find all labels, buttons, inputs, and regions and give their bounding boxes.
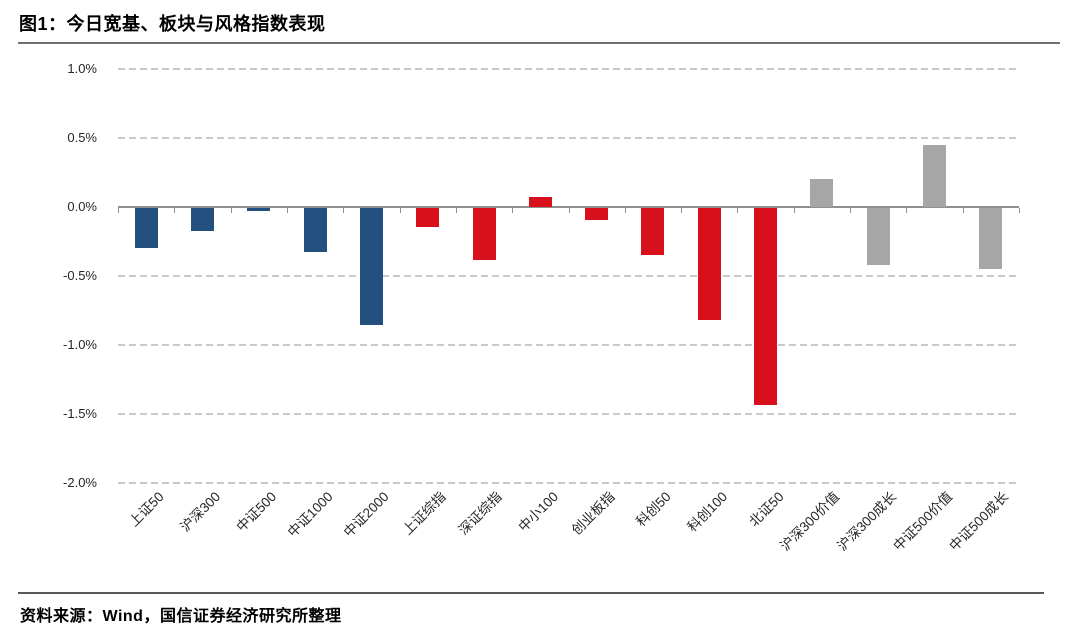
- bar: [866, 208, 890, 265]
- x-axis-tick: [737, 208, 739, 213]
- bar: [472, 208, 496, 261]
- x-axis-label: 中证500成长: [946, 489, 1012, 554]
- gridline: [118, 137, 1019, 139]
- x-axis-tick: [568, 208, 570, 213]
- y-axis-tick-label: -0.5%: [63, 268, 97, 283]
- x-axis-label: 中证2000: [341, 489, 393, 540]
- x-axis-tick: [455, 208, 457, 213]
- x-axis-tick: [906, 208, 908, 213]
- zero-axis-line: [118, 206, 1019, 208]
- bar: [416, 208, 440, 228]
- x-axis-label: 科创50: [633, 489, 674, 530]
- x-axis-label: 上证50: [126, 489, 167, 530]
- x-axis-label: 中小100: [515, 489, 561, 535]
- title-divider: [18, 42, 1060, 44]
- bar: [810, 179, 834, 207]
- y-axis-tick-label: 0.5%: [67, 130, 97, 145]
- y-axis-tick-label: -1.5%: [63, 406, 97, 421]
- x-axis-label: 上证综指: [399, 489, 449, 538]
- x-axis-tick: [343, 208, 345, 213]
- bar: [754, 208, 778, 406]
- gridline: [118, 344, 1019, 346]
- x-axis-tick: [399, 208, 401, 213]
- gridline: [118, 482, 1019, 484]
- x-axis-tick: [624, 208, 626, 213]
- x-axis-label: 科创100: [684, 489, 730, 535]
- bar: [923, 144, 947, 207]
- x-axis-label: 沪深300成长: [834, 489, 899, 554]
- bar: [303, 208, 327, 253]
- x-axis-label: 沪深300: [177, 489, 224, 535]
- x-axis-tick: [118, 208, 119, 213]
- figure-title: 图1：今日宽基、板块与风格指数表现: [19, 14, 326, 34]
- x-axis-tick: [1019, 208, 1020, 213]
- footer-divider: [18, 592, 1044, 594]
- x-axis-tick: [681, 208, 683, 213]
- x-axis-label: 深证综指: [455, 489, 505, 538]
- gridline: [118, 275, 1019, 277]
- bar: [979, 208, 1003, 269]
- bar: [585, 208, 609, 221]
- x-axis-label: 北证50: [745, 489, 787, 530]
- x-axis-label: 中证500价值: [890, 489, 956, 554]
- x-axis-tick: [962, 208, 964, 213]
- x-axis-tick: [512, 208, 514, 213]
- bar: [359, 208, 383, 326]
- gridline: [118, 68, 1019, 70]
- x-axis-tick: [230, 208, 232, 213]
- x-axis-label: 创业板指: [568, 489, 618, 538]
- bar: [528, 197, 552, 207]
- x-axis-tick: [793, 208, 795, 213]
- gridline: [118, 413, 1019, 415]
- x-axis-tick: [174, 208, 176, 213]
- x-axis-label: 沪深300价值: [777, 489, 843, 554]
- x-axis-label: 中证1000: [284, 489, 336, 540]
- x-axis-label: 中证500: [233, 489, 280, 535]
- source-note: 资料来源：Wind，国信证券经济研究所整理: [20, 608, 342, 625]
- bar: [641, 208, 665, 255]
- index-performance-bar-chart: 1.0% 0.5% 0.0% -0.5% -1.0% -1.5% -2.0% 上证50 沪深30…: [63, 61, 1020, 554]
- y-axis-tick-label: 0.0%: [67, 199, 97, 214]
- bar: [697, 208, 721, 320]
- bar: [190, 208, 214, 232]
- x-axis-tick: [850, 208, 852, 213]
- y-axis-tick-label: 1.0%: [67, 61, 97, 76]
- y-axis-tick-label: -1.0%: [63, 337, 97, 352]
- bar: [134, 208, 158, 249]
- y-axis-tick-label: -2.0%: [63, 475, 97, 490]
- x-axis-tick: [286, 208, 288, 213]
- bar: [247, 208, 271, 211]
